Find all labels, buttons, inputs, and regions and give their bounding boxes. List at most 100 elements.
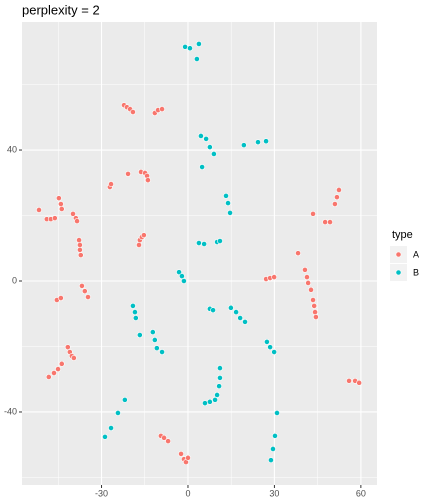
point <box>132 309 138 316</box>
legend-swatch <box>395 251 402 258</box>
point <box>203 135 210 142</box>
point <box>159 106 165 112</box>
point <box>227 209 233 216</box>
point <box>223 192 229 199</box>
point <box>240 142 247 149</box>
point <box>74 218 80 224</box>
point <box>334 194 340 201</box>
point <box>217 238 223 244</box>
point <box>51 370 57 376</box>
legend-swatch <box>395 269 402 276</box>
point <box>58 201 64 207</box>
point <box>70 210 76 217</box>
point <box>77 242 83 248</box>
chart-title: perplexity = 2 <box>22 2 100 17</box>
point <box>228 304 234 311</box>
legend-label: B <box>413 267 419 277</box>
point <box>312 309 318 316</box>
point <box>310 210 316 217</box>
point <box>151 337 158 343</box>
point <box>211 151 217 157</box>
point <box>182 43 188 50</box>
point <box>136 242 142 248</box>
point <box>36 207 42 213</box>
point <box>196 41 202 47</box>
point <box>161 434 167 441</box>
point <box>272 432 278 439</box>
y-tick-label: -40 <box>4 406 17 416</box>
x-tick-label: 30 <box>269 488 279 498</box>
point <box>159 349 165 355</box>
point <box>165 438 171 445</box>
point <box>55 195 62 202</box>
x-tick-label: -30 <box>95 488 108 498</box>
point <box>304 274 310 280</box>
point <box>58 295 64 301</box>
point <box>77 246 83 253</box>
point <box>233 309 239 316</box>
point <box>274 410 280 416</box>
point <box>356 379 363 386</box>
grid <box>22 22 377 485</box>
point <box>271 349 278 355</box>
point <box>145 177 151 184</box>
point <box>176 269 182 276</box>
point <box>313 314 319 320</box>
point <box>242 319 248 325</box>
point <box>255 139 261 146</box>
point <box>196 240 202 246</box>
point <box>187 45 193 52</box>
point <box>77 252 84 259</box>
point <box>214 392 220 398</box>
point <box>132 315 139 321</box>
legend-label: A <box>413 249 419 259</box>
point <box>149 329 156 335</box>
y-tick-label: 0 <box>12 275 17 285</box>
point <box>322 219 329 225</box>
point <box>81 288 88 295</box>
point <box>267 344 273 351</box>
point <box>217 375 223 381</box>
point <box>125 171 131 177</box>
point <box>216 383 222 390</box>
point <box>311 302 318 309</box>
point <box>136 332 143 338</box>
point <box>327 219 333 225</box>
point <box>199 164 205 170</box>
point <box>271 274 278 280</box>
point <box>310 297 316 303</box>
point <box>201 241 208 247</box>
point <box>295 250 301 257</box>
point <box>58 360 65 367</box>
point <box>70 355 77 361</box>
point <box>308 286 314 293</box>
point <box>85 294 91 300</box>
point <box>45 374 52 380</box>
point <box>179 273 185 279</box>
point <box>79 283 85 289</box>
point <box>140 232 147 239</box>
point <box>346 377 352 384</box>
point <box>237 315 244 321</box>
point <box>108 181 114 187</box>
plot-panel <box>22 22 377 485</box>
point <box>181 278 187 284</box>
point <box>202 400 208 407</box>
points <box>36 41 363 465</box>
point <box>115 410 121 416</box>
point <box>51 215 58 222</box>
point <box>268 457 274 464</box>
point <box>264 339 270 345</box>
point <box>130 109 136 115</box>
point <box>332 201 338 207</box>
point <box>302 266 308 273</box>
x-tick-label: 60 <box>356 488 366 498</box>
point <box>212 396 218 403</box>
point <box>153 345 160 352</box>
point <box>108 425 114 431</box>
point <box>210 307 216 314</box>
point <box>206 144 213 150</box>
point <box>194 56 200 62</box>
point <box>217 365 223 372</box>
